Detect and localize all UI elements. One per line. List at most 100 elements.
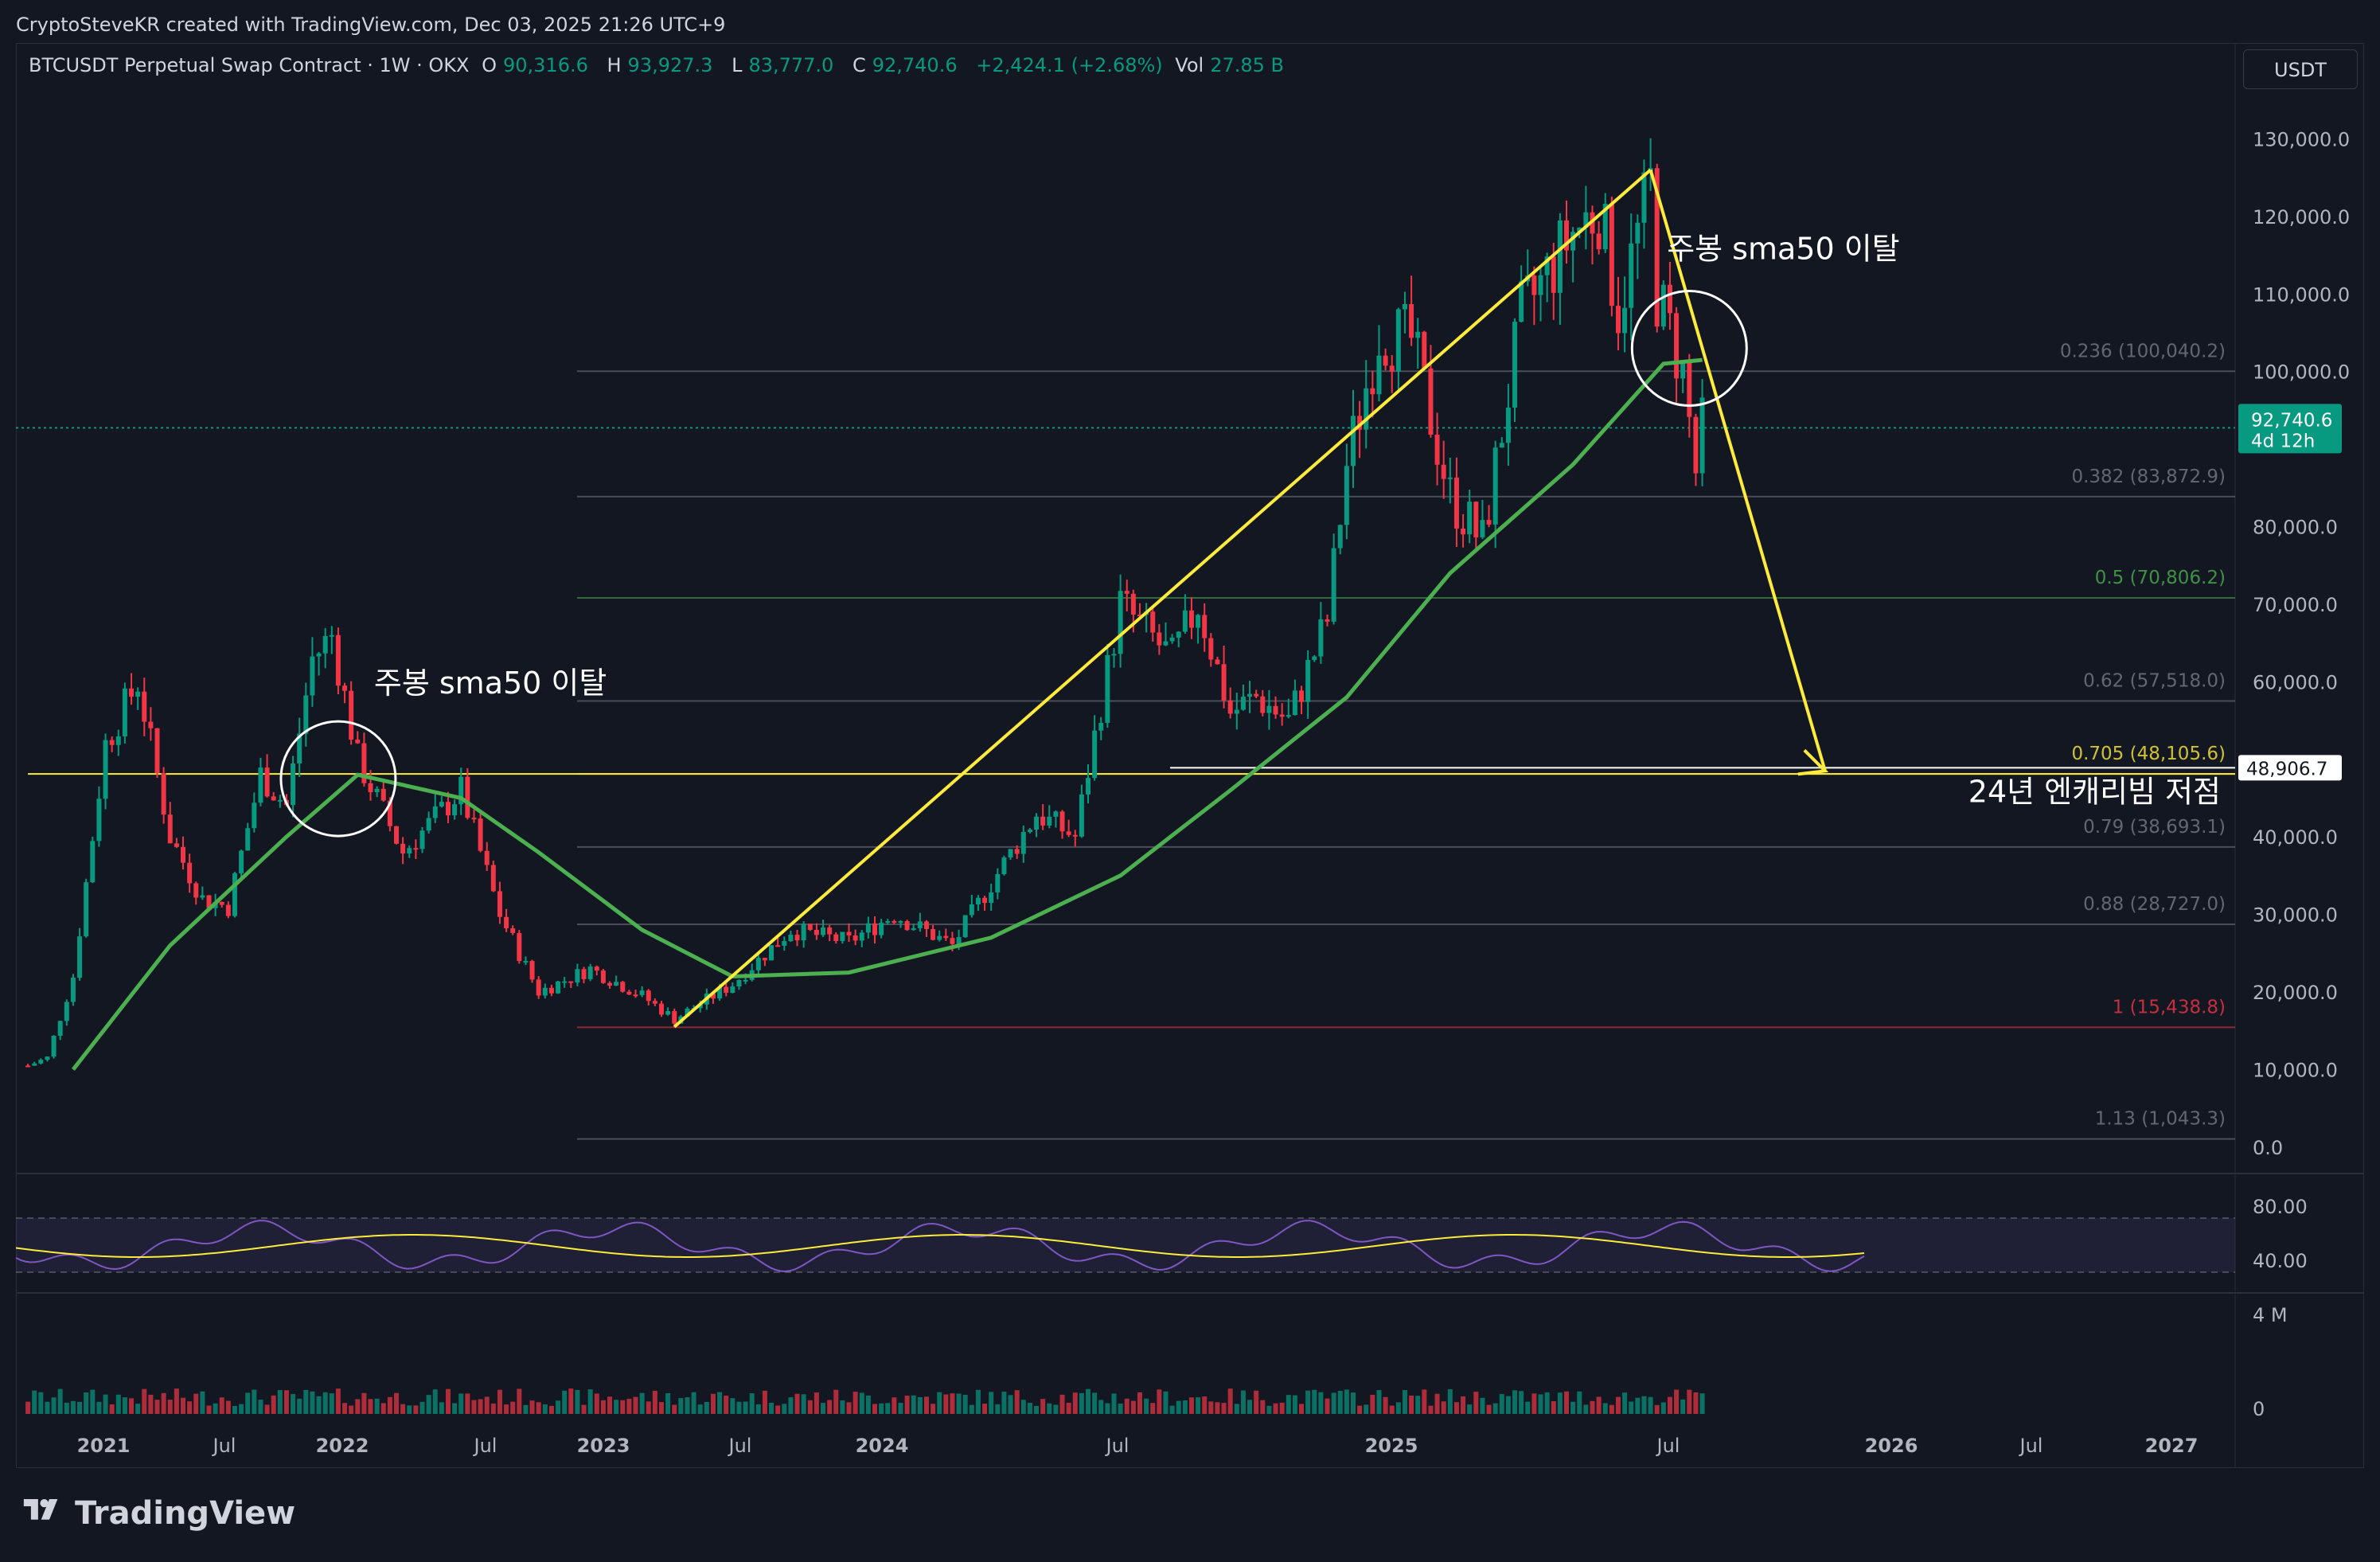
volume-bar: [801, 1394, 806, 1414]
volume-bar: [853, 1392, 858, 1414]
volume-bar: [813, 1392, 819, 1414]
volume-bar: [1279, 1402, 1285, 1414]
volume-bar: [639, 1392, 645, 1414]
volume-axis-label: 4 M: [2253, 1304, 2288, 1326]
candle-body: [982, 897, 988, 904]
candle-body: [1286, 715, 1291, 717]
candle-body: [885, 921, 891, 924]
volume-bar: [1344, 1389, 1349, 1414]
volume-bar: [962, 1394, 968, 1414]
candle-body: [1473, 502, 1479, 537]
candle-body: [626, 991, 632, 995]
candle-body: [1615, 306, 1621, 334]
candle-body: [827, 927, 833, 935]
candle-body: [1492, 447, 1498, 525]
volume-bar: [322, 1392, 328, 1414]
volume-bar: [426, 1395, 431, 1414]
candle-body: [1124, 591, 1130, 594]
volume-bar: [575, 1389, 580, 1414]
volume-bar: [691, 1392, 696, 1414]
candle-body: [1086, 778, 1091, 795]
candle-body: [556, 981, 561, 994]
candle-body: [1337, 525, 1343, 549]
volume-bar: [1544, 1392, 1550, 1414]
volume-bar: [1221, 1403, 1227, 1414]
volume-bar: [1331, 1392, 1336, 1414]
volume-bar: [57, 1388, 63, 1414]
volume-bar: [652, 1390, 657, 1414]
price-axis-label: 40,000.0: [2253, 826, 2338, 849]
candle-body: [1260, 696, 1266, 713]
symbol-name[interactable]: BTCUSDT Perpetual Swap Contract · 1W · O…: [29, 54, 470, 76]
candle-body: [1331, 548, 1336, 622]
candle-body: [291, 763, 296, 806]
candle-body: [200, 895, 205, 898]
candle-body: [368, 783, 373, 793]
brand-name: TradingView: [75, 1495, 296, 1532]
candle-body: [904, 921, 910, 931]
tradingview-footer: TradingView: [18, 1494, 295, 1533]
volume-bar: [911, 1395, 916, 1414]
currency-button[interactable]: USDT: [2243, 49, 2358, 89]
time-axis-label: Jul: [473, 1435, 497, 1457]
volume-bar: [1693, 1392, 1699, 1414]
volume-bar: [1027, 1403, 1032, 1414]
volume-bar: [1590, 1400, 1595, 1414]
volume-bar: [542, 1404, 548, 1414]
candle-body: [342, 685, 348, 691]
volume-bar: [148, 1394, 154, 1414]
volume-bar: [349, 1405, 354, 1414]
volume-bar: [904, 1396, 910, 1414]
candle-body: [1098, 722, 1104, 731]
volume-bar: [1370, 1395, 1375, 1414]
candle-body: [264, 767, 270, 797]
volume-bar: [529, 1400, 535, 1414]
volume-bar: [303, 1389, 309, 1414]
volume-bar: [1137, 1392, 1142, 1414]
volume-bar: [1525, 1401, 1531, 1414]
candle-body: [174, 843, 179, 847]
candle-body: [1622, 307, 1628, 334]
volume-bar: [626, 1398, 632, 1414]
candle-body: [801, 924, 806, 941]
volume-bar: [581, 1404, 587, 1414]
volume-bar: [380, 1403, 386, 1414]
time-axis-label: 2024: [856, 1435, 909, 1457]
volume-bar: [1453, 1402, 1459, 1414]
volume-bar: [827, 1400, 833, 1414]
candle-body: [1312, 656, 1317, 660]
volume-bar: [258, 1400, 263, 1414]
candle-body: [736, 979, 742, 987]
volume-bar: [310, 1391, 315, 1414]
candle-body: [710, 993, 716, 999]
candle-body: [413, 848, 419, 850]
volume-bar: [1395, 1402, 1401, 1414]
candle-body: [400, 843, 406, 854]
candle-body: [898, 921, 903, 924]
volume-bar: [633, 1396, 638, 1414]
candle-body: [813, 929, 819, 935]
volume-bar: [1402, 1390, 1407, 1414]
candle-body: [568, 981, 574, 983]
candle-body: [90, 841, 96, 883]
last-price-tag: [2238, 404, 2342, 454]
volume-bar: [1577, 1391, 1582, 1414]
candle-body: [252, 802, 257, 829]
candle-body: [865, 923, 871, 933]
volume-bar: [821, 1403, 826, 1414]
volume-bar: [885, 1403, 891, 1414]
volume-bar: [989, 1392, 994, 1414]
volume-bar: [1441, 1401, 1446, 1414]
volume-bar: [1389, 1405, 1395, 1414]
candle-body: [536, 979, 541, 996]
volume-bar: [291, 1394, 296, 1414]
candle-body: [458, 776, 464, 805]
candle-body: [1519, 281, 1524, 322]
candle-body: [788, 935, 794, 942]
volume-bar: [1674, 1389, 1680, 1414]
volume-bar: [1648, 1396, 1653, 1414]
candle-body: [1609, 204, 1614, 307]
volume-bar: [1196, 1397, 1201, 1414]
volume-bar: [736, 1401, 742, 1414]
